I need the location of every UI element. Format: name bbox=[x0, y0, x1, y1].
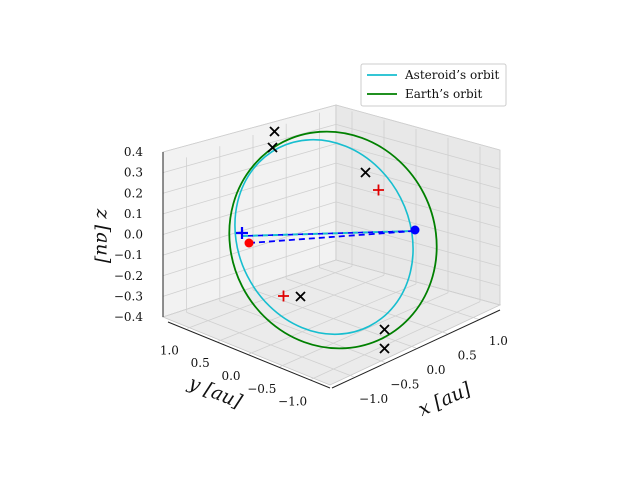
z-gridline bbox=[335, 240, 501, 287]
legend-label-asteroid: Asteroid’s orbit bbox=[404, 68, 499, 82]
blue-dashed-connector-lower bbox=[248, 230, 415, 244]
asteroid-orbit-line bbox=[234, 138, 414, 336]
axis-lines bbox=[162, 152, 501, 389]
z-tick-label: −0.2 bbox=[114, 269, 143, 283]
cyan-dashed-connector bbox=[241, 230, 415, 237]
x-tick-label: −1.0 bbox=[359, 392, 388, 406]
x-tick-label: 1.0 bbox=[489, 334, 508, 348]
x-marker bbox=[379, 343, 390, 354]
z-tick-label: 0.4 bbox=[124, 145, 143, 159]
blue-plus-marker bbox=[236, 227, 248, 239]
legend-box bbox=[360, 63, 507, 107]
z-tick-label: −0.3 bbox=[114, 289, 143, 303]
x-axis-line bbox=[331, 309, 501, 389]
z-gridline bbox=[162, 162, 337, 215]
z-gridline bbox=[335, 259, 501, 306]
z-gridline bbox=[162, 123, 337, 174]
y-gridline bbox=[310, 301, 481, 380]
x-tick-label: −0.5 bbox=[390, 377, 419, 391]
y-gridline bbox=[218, 274, 385, 342]
x-gridline bbox=[286, 278, 448, 334]
z-gridline bbox=[162, 143, 337, 194]
blue-dot-marker bbox=[410, 225, 420, 235]
x-marker bbox=[379, 324, 390, 335]
x-gridline bbox=[252, 289, 417, 349]
tick-labels: −0.4−0.3−0.2−0.10.00.10.20.30.4−1.0−0.50… bbox=[114, 145, 508, 409]
y-tick-label: −1.0 bbox=[278, 395, 307, 409]
x-gridline bbox=[319, 267, 479, 320]
orbit-series bbox=[228, 130, 438, 350]
z-axis-label: z [au] bbox=[92, 208, 114, 264]
z-gridline bbox=[162, 240, 337, 297]
x-marker bbox=[267, 142, 278, 153]
red-plus-marker bbox=[373, 184, 384, 196]
black-x-markers bbox=[267, 126, 390, 354]
y-gridline bbox=[187, 266, 353, 329]
z-gridline bbox=[162, 259, 337, 318]
z-gridline bbox=[162, 104, 337, 153]
y-tick-label: 0.0 bbox=[221, 369, 240, 383]
grid-lines bbox=[162, 104, 501, 380]
y-axis-line bbox=[167, 321, 331, 389]
y-gridline bbox=[248, 283, 417, 355]
z-gridline bbox=[162, 201, 337, 256]
legend: Asteroid’s orbit Earth’s orbit bbox=[360, 63, 507, 107]
z-gridline bbox=[335, 182, 501, 228]
x-axis-label: x [au] bbox=[415, 378, 475, 421]
red-plus-markers bbox=[278, 184, 384, 302]
z-tick-label: 0.2 bbox=[124, 186, 143, 200]
x-marker bbox=[360, 167, 371, 178]
z-gridline bbox=[335, 220, 501, 267]
z-gridline bbox=[335, 143, 501, 190]
blue-dashed-connector-upper bbox=[241, 230, 415, 237]
legend-label-earth: Earth’s orbit bbox=[405, 87, 482, 101]
x-tick-label: 0.5 bbox=[458, 349, 477, 363]
z-tick-label: 0.1 bbox=[124, 207, 143, 221]
earth-orbit-line bbox=[228, 130, 438, 350]
z-tick-label: −0.1 bbox=[114, 248, 143, 262]
connector-lines bbox=[241, 230, 415, 244]
z-gridline bbox=[335, 104, 501, 151]
z-gridline bbox=[335, 123, 501, 170]
y-tick-label: −0.5 bbox=[247, 382, 276, 396]
z-gridline bbox=[335, 201, 501, 248]
x-marker bbox=[295, 291, 306, 302]
z-tick-label: 0.0 bbox=[124, 228, 143, 242]
z-gridline bbox=[162, 220, 337, 277]
z-tick-label: −0.4 bbox=[114, 310, 144, 324]
x-gridline bbox=[186, 312, 354, 378]
z-gridline bbox=[162, 182, 337, 235]
x-tick-label: 0.0 bbox=[426, 363, 445, 377]
red-plus-marker bbox=[278, 290, 289, 302]
z-tick-label: 0.3 bbox=[124, 166, 143, 180]
x-marker bbox=[269, 126, 280, 137]
y-tick-label: 1.0 bbox=[160, 343, 179, 357]
red-dot-marker bbox=[244, 238, 254, 248]
y-tick-label: 0.5 bbox=[191, 356, 210, 370]
